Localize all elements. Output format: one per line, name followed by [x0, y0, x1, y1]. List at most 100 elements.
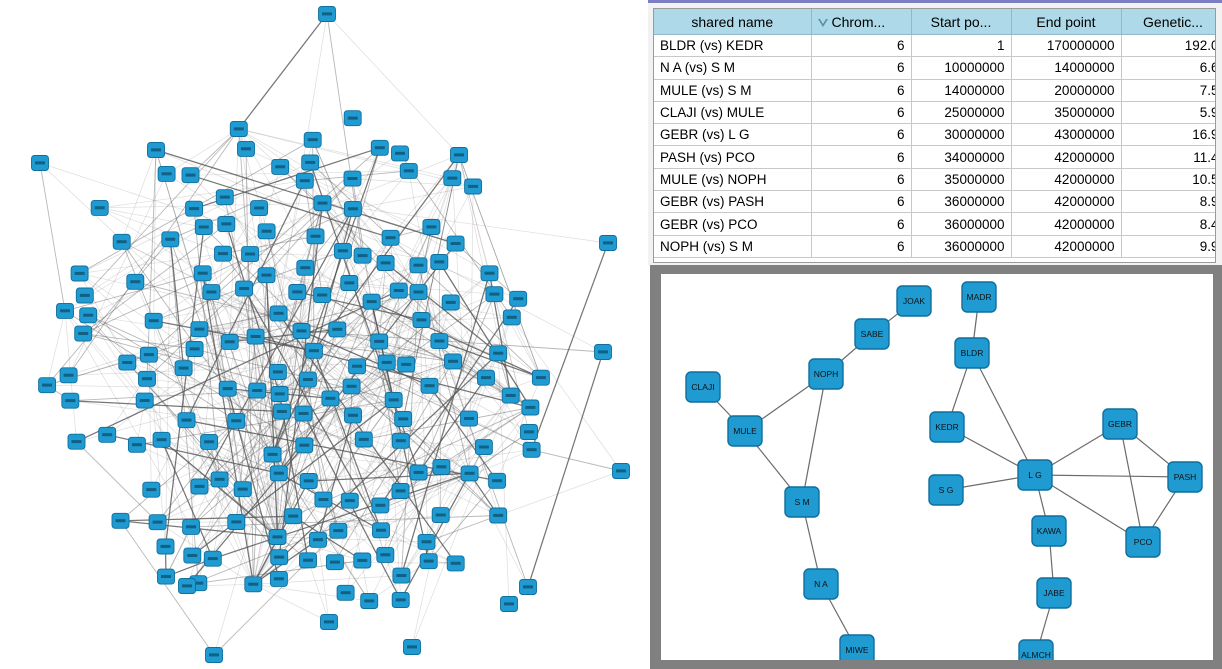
main-network-edge[interactable] — [238, 128, 354, 210]
table-cell-start_point[interactable]: 36000000 — [911, 190, 1012, 214]
subnetwork-node-pco[interactable]: PCO — [1125, 526, 1161, 558]
main-network-edge[interactable] — [155, 149, 456, 245]
main-network-edge[interactable] — [334, 446, 485, 563]
table-cell-genetic[interactable]: 10.5 — [1121, 168, 1215, 192]
main-network-edge[interactable] — [68, 173, 167, 376]
main-network-edge[interactable] — [380, 466, 442, 506]
main-network-edge[interactable] — [120, 515, 294, 522]
main-network-edge[interactable] — [428, 385, 498, 482]
main-network-edge[interactable] — [418, 292, 430, 562]
main-network-edge[interactable] — [47, 384, 228, 390]
table-cell-start_point[interactable]: 36000000 — [911, 235, 1012, 258]
table-cell-start_point[interactable]: 10000000 — [911, 56, 1012, 80]
main-network-edge[interactable] — [211, 291, 470, 474]
table-cell-end_point[interactable]: 20000000 — [1011, 79, 1122, 102]
main-network-edge[interactable] — [99, 207, 203, 274]
main-network-edge[interactable] — [313, 350, 470, 474]
main-network-edge[interactable] — [317, 449, 532, 541]
table-body[interactable]: BLDR (vs) KEDR 6 1 170000000 192.0 N A (vs) S… — [654, 34, 1215, 258]
table-cell-genetic[interactable]: 16.9 — [1121, 123, 1215, 147]
table-cell-end_point[interactable]: 14000000 — [1011, 56, 1122, 80]
main-network-edge[interactable] — [402, 154, 460, 420]
main-network-edge[interactable] — [438, 261, 531, 408]
main-network-edge[interactable] — [253, 364, 407, 585]
main-network-edge[interactable] — [278, 413, 304, 474]
main-network-edge[interactable] — [313, 154, 460, 352]
subnetwork-node-kawa[interactable]: KAWA — [1031, 515, 1067, 547]
main-network-edge[interactable] — [194, 313, 279, 350]
subnetwork-node-kedr[interactable]: KEDR — [929, 411, 965, 443]
main-network-edge[interactable] — [531, 242, 609, 451]
main-network-edge[interactable] — [99, 207, 204, 228]
main-network-edge[interactable] — [438, 261, 442, 516]
main-network-edge[interactable] — [79, 162, 311, 274]
main-network-edge[interactable] — [252, 275, 267, 585]
main-network-edge[interactable] — [211, 291, 511, 396]
table-cell-start_point[interactable]: 35000000 — [911, 168, 1012, 192]
main-network-edge[interactable] — [321, 294, 531, 408]
main-network-edge[interactable] — [185, 180, 306, 421]
table-cell-chromosome[interactable]: 6 — [811, 79, 912, 102]
main-network-edge[interactable] — [266, 178, 353, 276]
main-network-edge[interactable] — [155, 149, 237, 422]
main-network-edge[interactable] — [213, 530, 339, 656]
table-cell-genetic[interactable]: 5.9 — [1121, 101, 1215, 125]
main-network-edge[interactable] — [400, 440, 484, 448]
main-network-edge[interactable] — [307, 377, 487, 380]
main-network-edge[interactable] — [238, 128, 474, 187]
main-network-edge[interactable] — [349, 473, 470, 502]
main-network-edge[interactable] — [323, 399, 394, 500]
table-cell-end_point[interactable]: 43000000 — [1011, 123, 1122, 147]
main-network-edge[interactable] — [39, 162, 66, 311]
column-header-chromosome[interactable]: Chrom... — [811, 9, 912, 35]
main-network-edge[interactable] — [199, 317, 512, 330]
main-network-edge[interactable] — [278, 386, 352, 474]
main-network-edge[interactable] — [349, 177, 453, 284]
main-network-edge[interactable] — [511, 317, 622, 472]
main-network-edge[interactable] — [84, 128, 240, 296]
main-network-edge[interactable] — [278, 413, 304, 474]
main-network-edge[interactable] — [278, 243, 457, 474]
table-cell-end_point[interactable]: 35000000 — [1011, 101, 1122, 125]
table-cell-shared_name[interactable]: N A (vs) S M — [654, 56, 812, 80]
main-network-edge[interactable] — [380, 473, 470, 531]
table-cell-end_point[interactable]: 42000000 — [1011, 145, 1122, 169]
main-network-edge[interactable] — [87, 315, 145, 401]
main-network-edge[interactable] — [385, 262, 542, 378]
table-cell-chromosome[interactable]: 6 — [811, 212, 912, 236]
main-network-edge[interactable] — [278, 313, 401, 492]
main-network-edge[interactable] — [307, 379, 427, 543]
main-network-edge[interactable] — [312, 139, 364, 256]
main-network-edge[interactable] — [363, 407, 531, 440]
subnetwork-node-pash[interactable]: PASH — [1167, 461, 1203, 493]
main-network-edge[interactable] — [238, 128, 453, 179]
main-network-edge[interactable] — [227, 170, 410, 389]
main-network-edge[interactable] — [161, 439, 278, 538]
subnetwork-node-almch[interactable]: ALMCH — [1018, 639, 1054, 660]
column-header-shared-name[interactable]: shared name — [654, 9, 812, 35]
main-network-edge[interactable] — [46, 239, 171, 386]
main-network-edge[interactable] — [352, 186, 474, 416]
main-network-edge[interactable] — [146, 378, 228, 390]
main-network-edge[interactable] — [83, 333, 331, 399]
main-network-edge[interactable] — [121, 149, 157, 242]
main-network-edge[interactable] — [146, 378, 280, 474]
table-cell-genetic[interactable]: 7.5 — [1121, 79, 1215, 102]
table-cell-genetic[interactable]: 192.0 — [1121, 34, 1215, 58]
main-network-edge[interactable] — [165, 526, 192, 577]
table-cell-shared_name[interactable]: MULE (vs) NOPH — [654, 168, 812, 192]
main-network-edge[interactable] — [238, 13, 328, 130]
main-network-edge[interactable] — [161, 439, 456, 564]
main-network-edge[interactable] — [326, 13, 460, 156]
main-network-edge[interactable] — [531, 449, 622, 472]
table-cell-genetic[interactable]: 6.6 — [1121, 56, 1215, 80]
table-cell-chromosome[interactable]: 6 — [811, 34, 912, 58]
main-network-edge[interactable] — [191, 301, 372, 556]
main-network-edge[interactable] — [378, 262, 386, 342]
subnetwork-edge[interactable] — [801, 373, 827, 503]
table-cell-shared_name[interactable]: NOPH (vs) S M — [654, 235, 812, 258]
main-network-edge[interactable] — [213, 454, 273, 656]
main-network-edge[interactable] — [70, 385, 352, 402]
main-network-edge[interactable] — [494, 294, 542, 378]
main-network-edge[interactable] — [272, 350, 315, 455]
